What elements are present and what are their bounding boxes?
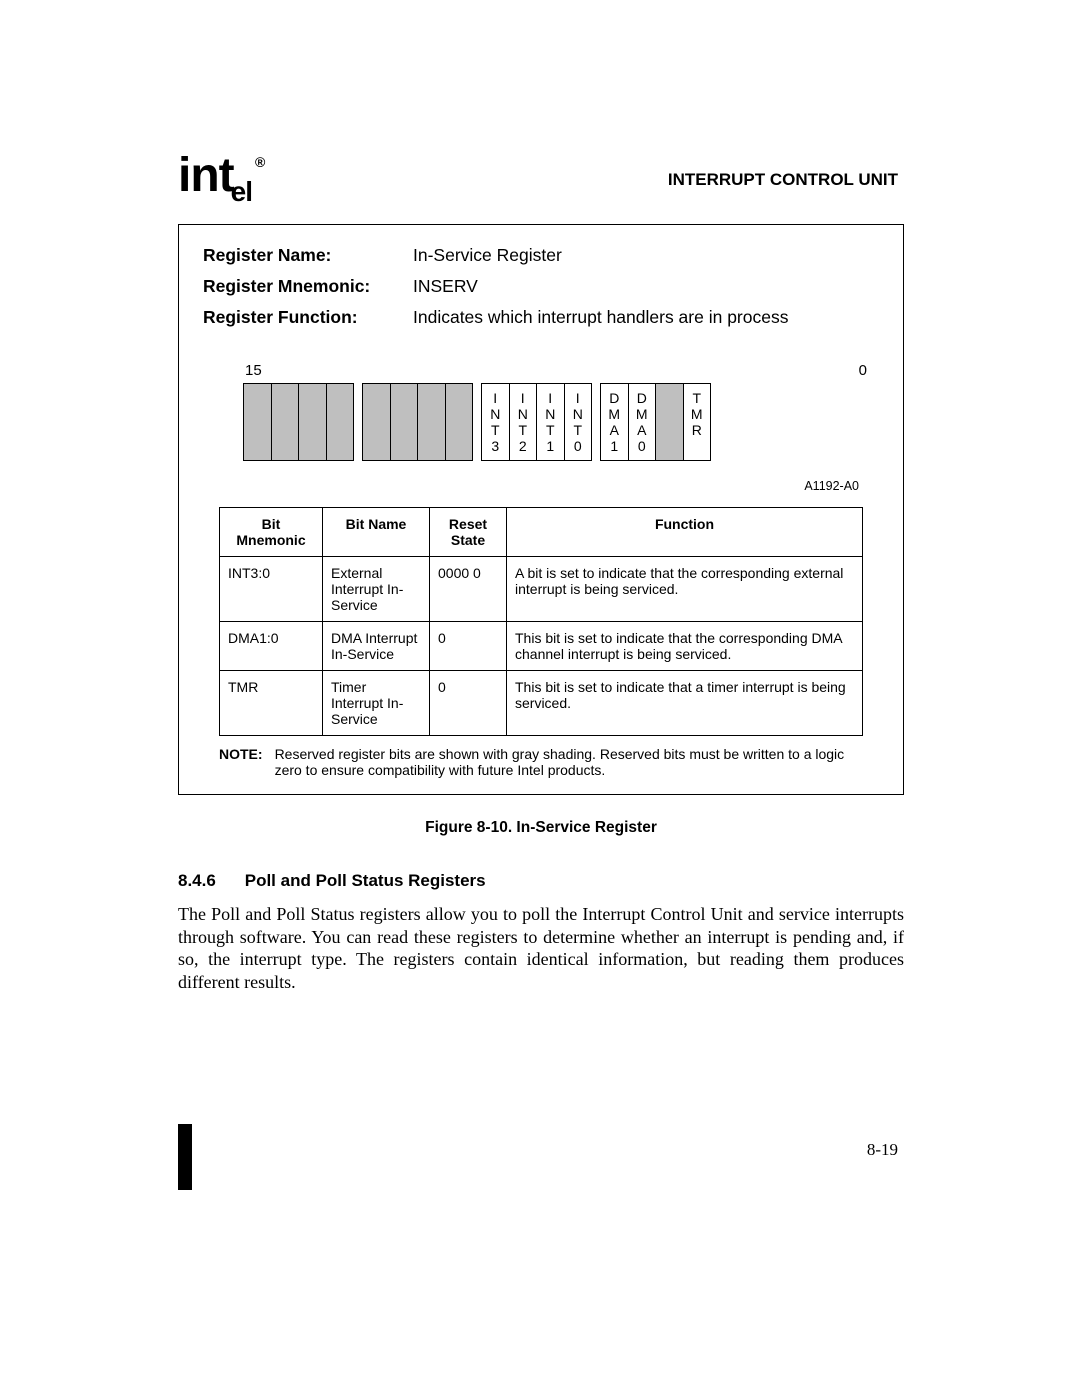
register-name-label: Register Name: — [203, 245, 413, 266]
figure-caption: Figure 8-10. In-Service Register — [178, 819, 904, 837]
bit-active: INT2 — [510, 384, 538, 460]
bit-reserved — [391, 384, 419, 460]
bit-active: TMR — [684, 384, 712, 460]
bit-active: INT1 — [537, 384, 565, 460]
td-bitname: Timer Interrupt In-Service — [323, 671, 430, 736]
note-text: Reserved register bits are shown with gr… — [275, 746, 863, 778]
bit-reserved — [272, 384, 300, 460]
th-bitname: Bit Name — [323, 508, 430, 557]
bitfield-group: DMA1DMA0 TMR — [600, 383, 711, 461]
register-mnemonic-label: Register Mnemonic: — [203, 276, 413, 297]
bit-description-table: Bit Mnemonic Bit Name Reset State Functi… — [219, 507, 863, 736]
bit-reserved — [446, 384, 474, 460]
page: intel® INTERRUPT CONTROL UNIT Register N… — [0, 0, 1080, 1397]
logo-reg: ® — [255, 154, 264, 170]
bit-reserved — [363, 384, 391, 460]
bit-msb-label: 15 — [245, 362, 262, 379]
bit-lsb-label: 0 — [859, 362, 867, 379]
register-function-line: Register Function: Indicates which inter… — [203, 307, 879, 328]
logo-main: int — [178, 149, 234, 202]
page-header-title: INTERRUPT CONTROL UNIT — [668, 170, 898, 190]
register-function-value: Indicates which interrupt handlers are i… — [413, 307, 879, 328]
bit-reserved — [418, 384, 446, 460]
th-reset: Reset State — [430, 508, 507, 557]
table-row: INT3:0External Interrupt In-Service0000 … — [220, 557, 863, 622]
td-reset: 0 — [430, 622, 507, 671]
margin-change-bar — [178, 1124, 192, 1190]
td-reset: 0 — [430, 671, 507, 736]
bitfield-row: INT3INT2INT1INT0 DMA1DMA0 TMR — [243, 383, 869, 461]
bit-active: INT3 — [482, 384, 510, 460]
register-mnemonic-value: INSERV — [413, 276, 879, 297]
td-mnemonic: INT3:0 — [220, 557, 323, 622]
table-header-row: Bit Mnemonic Bit Name Reset State Functi… — [220, 508, 863, 557]
td-mnemonic: DMA1:0 — [220, 622, 323, 671]
th-function: Function — [507, 508, 863, 557]
bit-index-labels: 15 0 — [243, 362, 869, 379]
bit-active: DMA0 — [629, 384, 657, 460]
register-name-line: Register Name: In-Service Register — [203, 245, 879, 266]
page-number: 8-19 — [867, 1140, 898, 1160]
register-function-label: Register Function: — [203, 307, 413, 328]
bit-active: INT0 — [565, 384, 593, 460]
section-title: Poll and Poll Status Registers — [245, 871, 486, 890]
logo-sub: el — [231, 176, 252, 207]
register-mnemonic-line: Register Mnemonic: INSERV — [203, 276, 879, 297]
bit-active: DMA1 — [601, 384, 629, 460]
bit-reserved — [327, 384, 355, 460]
bit-reserved — [656, 384, 684, 460]
th-mnemonic: Bit Mnemonic — [220, 508, 323, 557]
bit-reserved — [244, 384, 272, 460]
td-bitname: External Interrupt In-Service — [323, 557, 430, 622]
register-figure-box: Register Name: In-Service Register Regis… — [178, 224, 904, 795]
section-number: 8.4.6 — [178, 871, 240, 891]
table-row: TMRTimer Interrupt In-Service0This bit i… — [220, 671, 863, 736]
section-heading: 8.4.6 Poll and Poll Status Registers — [178, 871, 486, 891]
body-paragraph: The Poll and Poll Status registers allow… — [178, 903, 904, 993]
figure-note: NOTE: Reserved register bits are shown w… — [219, 746, 863, 778]
table-body: INT3:0External Interrupt In-Service0000 … — [220, 557, 863, 736]
td-function: This bit is set to indicate that a timer… — [507, 671, 863, 736]
table-row: DMA1:0DMA Interrupt In-Service0This bit … — [220, 622, 863, 671]
bitfield-diagram: 15 0 INT3INT2INT1INT0 DMA1DMA0 TMR A1192-A… — [243, 362, 869, 493]
note-label: NOTE: — [219, 746, 263, 778]
bitfield-group: INT3INT2INT1INT0 — [481, 383, 592, 461]
bitfield-group — [243, 383, 354, 461]
bit-reserved — [299, 384, 327, 460]
figure-code: A1192-A0 — [243, 479, 859, 493]
td-mnemonic: TMR — [220, 671, 323, 736]
register-name-value: In-Service Register — [413, 245, 879, 266]
td-function: A bit is set to indicate that the corres… — [507, 557, 863, 622]
bitfield-group — [362, 383, 473, 461]
td-function: This bit is set to indicate that the cor… — [507, 622, 863, 671]
intel-logo: intel® — [178, 148, 264, 203]
td-bitname: DMA Interrupt In-Service — [323, 622, 430, 671]
td-reset: 0000 0 — [430, 557, 507, 622]
